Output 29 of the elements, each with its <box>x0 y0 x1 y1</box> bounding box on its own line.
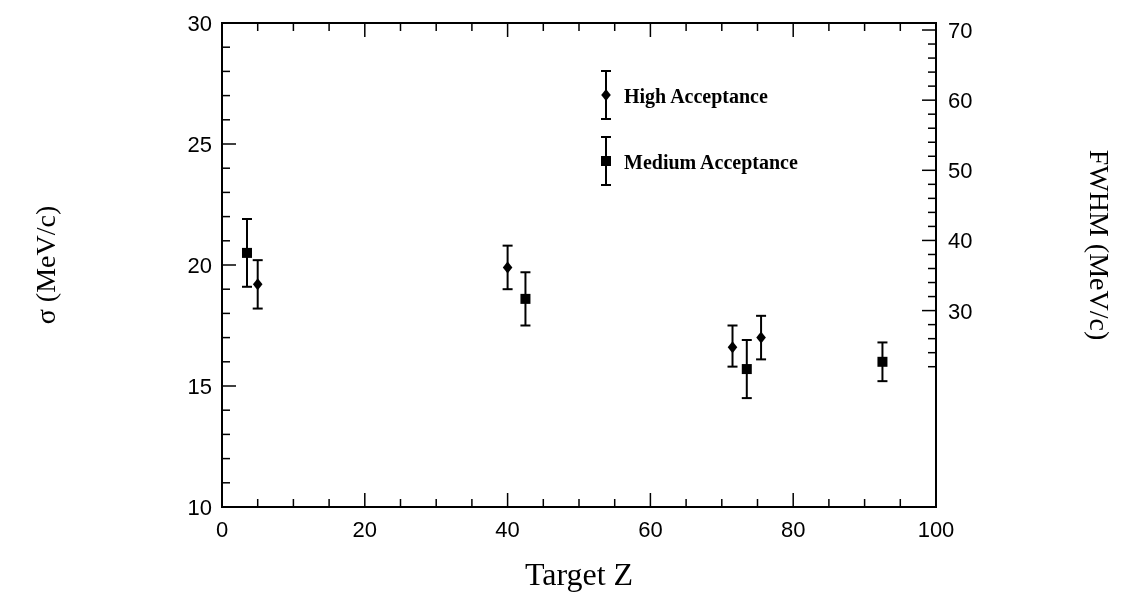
y2-tick-label: 70 <box>948 18 973 44</box>
legend-label: High Acceptance <box>624 85 768 108</box>
y-tick-label: 30 <box>187 11 212 36</box>
y2-axis-title: FWHM (MeV/c) <box>1084 149 1115 341</box>
y2-tick-label: 40 <box>948 228 973 254</box>
y2-tick-label: 30 <box>948 298 973 324</box>
point <box>877 356 888 367</box>
x-tick-label: 100 <box>917 517 955 542</box>
y-tick-label: 10 <box>187 495 212 520</box>
y-axis-title: σ (MeV/c) <box>30 205 61 325</box>
x-tick-label: 20 <box>352 517 378 542</box>
point <box>741 364 752 375</box>
y2-tick-label: 50 <box>948 158 973 184</box>
point <box>727 341 738 354</box>
point <box>756 331 766 344</box>
point <box>520 293 531 304</box>
point <box>502 261 513 274</box>
y-tick-label: 25 <box>187 132 212 157</box>
point <box>252 278 263 291</box>
y-tick-label: 15 <box>187 374 212 399</box>
x-tick-label: 80 <box>780 517 806 542</box>
legend-label: Medium Acceptance <box>624 151 798 174</box>
x-tick-label: 60 <box>638 517 663 542</box>
x-axis-title: Target Z <box>524 556 634 592</box>
y-tick-label: 20 <box>187 253 212 278</box>
x-tick-label: 0 <box>215 517 229 542</box>
x-tick-label: 40 <box>495 517 520 542</box>
point <box>241 247 252 258</box>
y2-tick-label: 60 <box>948 88 973 114</box>
